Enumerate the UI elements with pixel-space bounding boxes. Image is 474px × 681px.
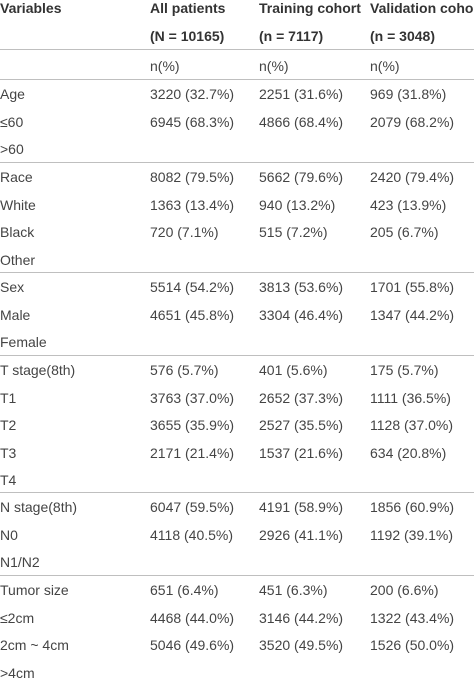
table-cell: 175 (5.7%) <box>370 362 439 378</box>
table-cell: 720 (7.1%) <box>150 224 219 240</box>
row-label: ≤60 <box>0 113 24 130</box>
row-label: T stage(8th) <box>0 362 76 378</box>
row-label: T2 <box>0 417 17 433</box>
row-label: N stage(8th) <box>0 499 78 515</box>
table-cell: 515 (7.2%) <box>259 224 328 240</box>
row-label: ≤2cm <box>0 609 35 626</box>
table-cell: 651 (6.4%) <box>150 582 219 598</box>
unit-divider <box>0 79 474 80</box>
unit-all-patients: n(%) <box>150 58 180 74</box>
table-cell: 2420 (79.4%) <box>370 169 455 185</box>
group-divider <box>0 575 474 576</box>
table-cell: 5662 (79.6%) <box>259 169 344 185</box>
row-label: Black <box>0 224 35 240</box>
table-cell: 200 (6.6%) <box>370 582 439 598</box>
row-label: >4cm <box>0 664 35 681</box>
table-cell: 451 (6.3%) <box>259 582 328 598</box>
table-cell: 6047 (59.5%) <box>150 499 235 515</box>
table-cell: 423 (13.9%) <box>370 196 447 213</box>
table-cell: 3655 (35.9%) <box>150 417 235 433</box>
table-cell: 1537 (21.6%) <box>259 444 344 461</box>
unit-validation-cohort: n(%) <box>370 58 400 74</box>
table-cell: 2171 (21.4%) <box>150 444 235 461</box>
header-variables: Variables <box>0 0 62 16</box>
table-cell: 2652 (37.3%) <box>259 389 344 406</box>
row-label: Tumor size <box>0 582 69 598</box>
row-label: N0 <box>0 526 18 543</box>
row-label: Age <box>0 86 25 102</box>
table-cell: 4468 (44.0%) <box>150 609 235 626</box>
group-divider <box>0 355 474 356</box>
row-label: >60 <box>0 141 24 157</box>
header-divider <box>0 49 474 50</box>
table-cell: 205 (6.7%) <box>370 224 439 240</box>
header-training-cohort-n: (n = 7117) <box>259 28 324 44</box>
table-cell: 4191 (58.9%) <box>259 499 344 515</box>
row-label: Sex <box>0 279 25 295</box>
table-cell: 576 (5.7%) <box>150 362 219 378</box>
unit-training-cohort: n(%) <box>259 58 289 74</box>
header-all-patients: All patients <box>150 0 226 16</box>
table-cell: 3520 (49.5%) <box>259 637 344 653</box>
table-cell: 3813 (53.6%) <box>259 279 344 295</box>
row-label: Other <box>0 251 36 268</box>
header-validation-cohort-n: (n = 3048) <box>370 28 435 44</box>
table-cell: 1192 (39.1%) <box>370 526 454 543</box>
table-cell: 634 (20.8%) <box>370 444 447 461</box>
table-cell: 1322 (43.4%) <box>370 609 455 626</box>
group-divider <box>0 492 474 493</box>
table-cell: 6945 (68.3%) <box>150 113 235 130</box>
table-cell: 1128 (37.0%) <box>370 417 454 433</box>
header-validation-cohort: Validation cohort <box>370 0 474 16</box>
table-cell: 1701 (55.8%) <box>370 279 455 295</box>
row-label: N1/N2 <box>0 554 40 570</box>
table-cell: 4651 (45.8%) <box>150 306 235 323</box>
table-cell: 3146 (44.2%) <box>259 609 344 626</box>
table-cell: 940 (13.2%) <box>259 196 336 213</box>
row-label: T3 <box>0 444 17 461</box>
table-cell: 401 (5.6%) <box>259 362 328 378</box>
row-label: Race <box>0 169 33 185</box>
table-cell: 5046 (49.6%) <box>150 637 235 653</box>
group-divider <box>0 162 474 163</box>
row-label: Female <box>0 334 47 350</box>
table-cell: 8082 (79.5%) <box>150 169 235 185</box>
header-all-patients-n: (N = 10165) <box>150 28 225 44</box>
row-label: 2cm ~ 4cm <box>0 637 69 653</box>
table-cell: 3304 (46.4%) <box>259 306 344 323</box>
table-cell: 4118 (40.5%) <box>150 526 234 543</box>
table-cell: 4866 (68.4%) <box>259 113 344 130</box>
row-label: White <box>0 196 36 213</box>
group-divider <box>0 272 474 273</box>
table-cell: 1347 (44.2%) <box>370 306 455 323</box>
table-cell: 2926 (41.1%) <box>259 526 344 543</box>
header-training-cohort: Training cohort <box>259 0 361 16</box>
table-cell: 1526 (50.0%) <box>370 637 455 653</box>
table-cell: 2527 (35.5%) <box>259 417 344 433</box>
row-label: Male <box>0 306 31 323</box>
table-cell: 1856 (60.9%) <box>370 499 455 515</box>
table-cell: 1363 (13.4%) <box>150 196 235 213</box>
table-cell: 3763 (37.0%) <box>150 389 235 406</box>
table-cell: 1111 (36.5%) <box>370 389 451 406</box>
table-cell: 969 (31.8%) <box>370 86 447 102</box>
table-cell: 5514 (54.2%) <box>150 279 235 295</box>
row-label: T1 <box>0 389 17 406</box>
table-cell: 3220 (32.7%) <box>150 86 235 102</box>
table-cell: 2079 (68.2%) <box>370 113 455 130</box>
table-cell: 2251 (31.6%) <box>259 86 344 102</box>
row-label: T4 <box>0 472 17 488</box>
